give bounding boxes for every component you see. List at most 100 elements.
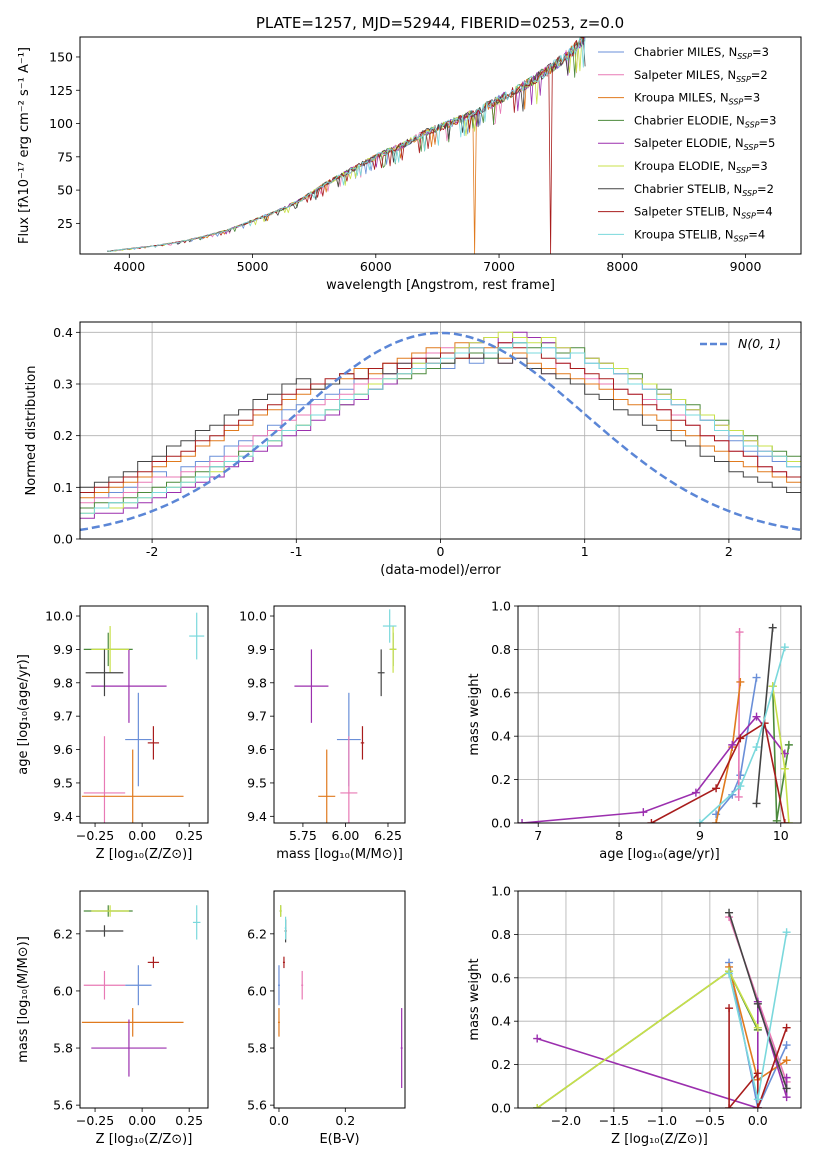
weight-marker xyxy=(753,1104,762,1108)
spectrum-line xyxy=(107,37,584,252)
y-tick-label: 9.5 xyxy=(53,775,73,790)
x-tick-label: -2 xyxy=(146,544,158,559)
y-tick-label: 6.2 xyxy=(53,926,73,941)
y-tick-label: 9.9 xyxy=(247,642,267,657)
axes-frame xyxy=(79,36,802,255)
histogram-step xyxy=(80,347,801,504)
weight-marker xyxy=(772,816,781,823)
weight-marker xyxy=(725,1004,734,1013)
x-tick-label: −1.5 xyxy=(599,1113,629,1128)
weight-marker xyxy=(533,1104,542,1108)
x-tick-label: 0.0 xyxy=(748,1113,768,1128)
weight-marker xyxy=(725,908,734,917)
legend-label: Chabrier ELODIE, NSSP=3 xyxy=(634,113,776,129)
y-axis-label: Flux [fλ10⁻¹⁷ erg cm⁻² s⁻¹ A⁻¹] xyxy=(17,47,32,244)
legend-label: Chabrier STELIB, NSSP=2 xyxy=(634,182,774,198)
age-vs-metallicity-panel: −0.25 0.00 0.25 9.4 9.5 9.6 9.7 9.8 9.9 10.0 Z [lo… xyxy=(16,605,209,862)
weight-marker xyxy=(782,1073,791,1082)
spectrum-line xyxy=(107,37,586,252)
weight-marker xyxy=(784,740,793,749)
legend-label: N(0, 1) xyxy=(738,336,781,351)
x-axis-label: age [log₁₀(age/yr)] xyxy=(599,847,720,862)
x-tick-label: 0.25 xyxy=(175,828,203,843)
x-tick-label: 1 xyxy=(581,544,589,559)
axes-frame xyxy=(79,605,209,824)
weight-marker xyxy=(753,1023,762,1032)
x-tick-label: −0.25 xyxy=(76,828,114,843)
weight-line xyxy=(651,721,786,823)
y-tick-label: 9.4 xyxy=(53,809,73,824)
plot-area xyxy=(277,905,403,1089)
y-tick-label: 1.0 xyxy=(491,599,511,614)
legend-label: Chabrier MILES, NSSP=3 xyxy=(634,45,769,61)
y-tick-label: 150 xyxy=(49,49,73,64)
y-tick-label: 6.2 xyxy=(247,926,267,941)
weight-marker xyxy=(735,628,744,637)
y-tick-label: 0.0 xyxy=(491,1101,511,1116)
y-tick-label: 0.3 xyxy=(53,377,73,392)
weight-marker xyxy=(780,819,789,823)
residual-histogram-panel: -2 -1 0 1 2 0.0 0.1 0.2 0.3 0.4 (data-model)/error… xyxy=(24,321,802,578)
weight-marker xyxy=(712,819,721,823)
x-tick-label: 0.00 xyxy=(128,828,156,843)
y-tick-label: 0.0 xyxy=(53,532,73,547)
weight-marker xyxy=(782,1084,791,1093)
x-axis-label: Z [log₁₀(Z/Z⊙)] xyxy=(611,1132,708,1147)
y-tick-label: 10.0 xyxy=(45,609,73,624)
weight-marker xyxy=(533,1034,542,1043)
mass-vs-extinction-panel: 0.0 0.2 5.6 5.8 6.0 6.2 E(B-V) xyxy=(247,890,406,1147)
y-tick-label: 0.6 xyxy=(491,970,511,985)
axes-frame xyxy=(79,890,209,1109)
y-tick-label: 9.4 xyxy=(247,809,267,824)
x-tick-label: 6.00 xyxy=(332,828,360,843)
weight-marker xyxy=(736,771,745,780)
axes-frame xyxy=(79,321,802,540)
y-tick-label: 6.0 xyxy=(247,983,267,998)
y-tick-label: 0.8 xyxy=(491,642,511,657)
x-tick-label: 0.0 xyxy=(269,1113,289,1128)
weight-marker xyxy=(518,819,527,823)
y-tick-label: 1.0 xyxy=(491,884,511,899)
x-tick-label: 0.25 xyxy=(175,1113,203,1128)
weight-marker xyxy=(780,764,789,773)
legend-label: Salpeter ELODIE, NSSP=5 xyxy=(634,136,775,152)
weight-line xyxy=(521,715,786,823)
x-tick-label: 0.00 xyxy=(128,1113,156,1128)
y-tick-label: 0.0 xyxy=(491,816,511,831)
spectrum-line xyxy=(107,37,586,252)
weight-marker xyxy=(695,819,704,823)
y-axis-label: Normed distribution xyxy=(24,366,39,496)
y-tick-label: 0.2 xyxy=(491,772,511,787)
y-tick-label: 5.8 xyxy=(247,1041,267,1056)
x-tick-label: 9 xyxy=(696,828,704,843)
axes-frame xyxy=(517,605,802,824)
x-axis-label: Z [log₁₀(Z/Z⊙)] xyxy=(96,1132,193,1147)
y-tick-label: 0.2 xyxy=(53,428,73,443)
y-tick-label: 0.4 xyxy=(491,729,511,744)
y-tick-label: 9.5 xyxy=(247,775,267,790)
y-tick-label: 0.1 xyxy=(53,480,73,495)
y-tick-label: 9.8 xyxy=(247,675,267,690)
x-tick-label: −1.0 xyxy=(647,1113,677,1128)
y-tick-label: 5.6 xyxy=(247,1098,267,1113)
spectrum-line xyxy=(107,37,585,254)
x-axis-label: wavelength [Angstrom, rest frame] xyxy=(326,278,555,293)
legend-label: Kroupa STELIB, NSSP=4 xyxy=(634,227,765,243)
histogram-step xyxy=(80,342,801,514)
y-tick-label: 10.0 xyxy=(239,609,267,624)
weight-marker xyxy=(753,1069,762,1078)
spectrum-panel: 4000 5000 6000 7000 8000 9000 25 50 75 100 125 150 w… xyxy=(17,36,802,293)
plot-area xyxy=(518,623,793,823)
weight-marker xyxy=(725,969,734,978)
plot-area xyxy=(81,905,201,1077)
legend-label: Salpeter MILES, NSSP=2 xyxy=(634,68,768,84)
weight-marker xyxy=(734,792,743,801)
x-tick-label: 7000 xyxy=(483,259,515,274)
spectrum-line xyxy=(107,37,584,252)
plot-area xyxy=(107,37,586,254)
x-tick-label: 0.2 xyxy=(335,1113,355,1128)
plot-area xyxy=(294,609,397,823)
y-tick-label: 9.6 xyxy=(53,742,73,757)
weight-marker xyxy=(768,623,777,632)
